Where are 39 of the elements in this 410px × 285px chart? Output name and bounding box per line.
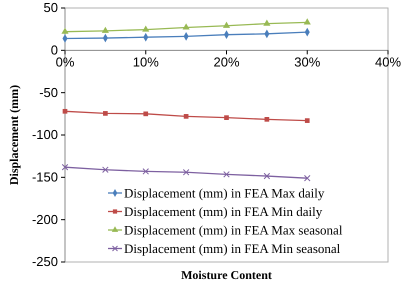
point: [223, 171, 230, 178]
legend-label: Displacement (mm) in FEA Min daily: [124, 204, 323, 219]
point: [304, 18, 311, 24]
y-tick-label: -50: [39, 84, 58, 100]
y-tick-label: 50: [44, 0, 58, 16]
point: [263, 20, 270, 26]
x-tick-label: 20%: [213, 54, 240, 70]
x-tick-label: 30%: [294, 54, 321, 70]
point: [304, 118, 310, 123]
legend-label: Displacement (mm) in FEA Max daily: [124, 186, 325, 200]
y-tick-label: -150: [32, 169, 58, 184]
point: [182, 23, 190, 30]
point: [264, 172, 270, 180]
y-tick-label: -200: [32, 212, 58, 227]
point: [143, 111, 148, 116]
y-tick-label: -100: [32, 127, 58, 142]
legend-label: Displacement (mm) in FEA Min seasonal: [124, 241, 341, 256]
point: [264, 116, 270, 122]
y-axis-title: Displacement (mm): [7, 84, 21, 186]
legend-label: Displacement (mm) in FEA Max seasonal: [124, 222, 343, 238]
x-tick-label: 0%: [56, 54, 75, 70]
point: [142, 168, 150, 175]
point: [61, 28, 69, 34]
x-axis-title: Moisture Content: [181, 268, 272, 282]
point: [62, 164, 68, 170]
y-tick-label: 0: [50, 42, 58, 58]
point: [304, 174, 311, 182]
point: [182, 168, 190, 176]
x-tick-label: 40%: [374, 54, 402, 70]
y-tick-label: -250: [32, 254, 58, 270]
point: [222, 22, 230, 28]
point: [103, 111, 108, 116]
point: [142, 25, 150, 32]
point: [184, 114, 188, 119]
point: [62, 108, 68, 114]
point: [102, 26, 109, 33]
point: [102, 166, 109, 173]
point: [224, 115, 229, 120]
x-tick-label: 10%: [132, 54, 160, 70]
